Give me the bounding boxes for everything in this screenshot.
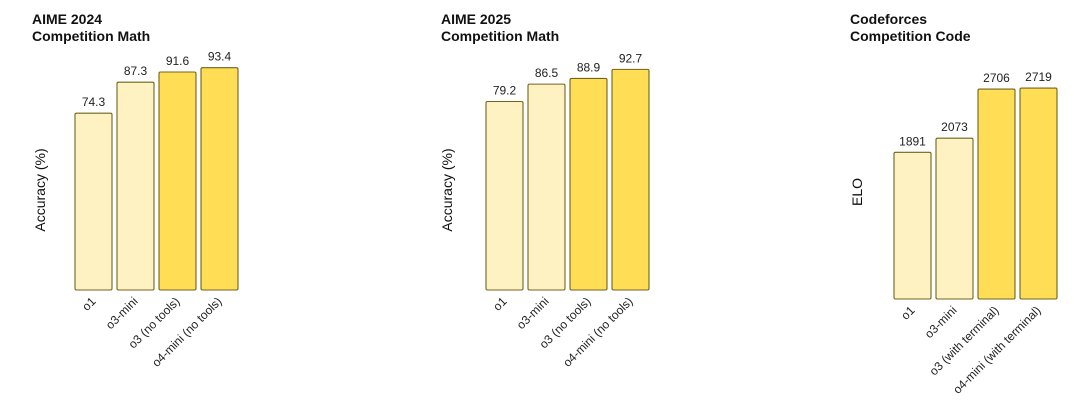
bar — [527, 83, 566, 291]
data-label: 87.3 — [124, 64, 148, 78]
bar — [935, 137, 974, 300]
bar — [116, 81, 155, 291]
data-label: 91.6 — [166, 54, 190, 68]
chart-title-block: AIME 2024 Competition Math — [32, 11, 150, 45]
data-label: 1891 — [899, 134, 926, 148]
chart-title-block: AIME 2025 Competition Math — [441, 11, 559, 45]
bar — [569, 77, 608, 291]
bar — [485, 100, 524, 291]
data-label: 2073 — [941, 120, 968, 134]
x-tick-label: o3-mini — [922, 303, 960, 341]
y-axis-label: Accuracy (%) — [439, 148, 455, 231]
data-label: 86.5 — [535, 66, 559, 80]
x-tick-label: o3-mini — [514, 294, 552, 332]
data-label: 88.9 — [577, 60, 601, 74]
chart-title: Codeforces — [850, 11, 928, 27]
data-label: 74.3 — [82, 95, 106, 109]
data-label: 2706 — [983, 71, 1010, 85]
chart-panel-aime-2025: AIME 2025 Competition Math Accuracy (%) 7… — [360, 0, 720, 419]
chart-subtitle: Competition Math — [32, 28, 151, 44]
bar — [1019, 87, 1058, 300]
x-tick-label: o3-mini — [103, 294, 141, 332]
x-tick-label: o1 — [490, 294, 510, 314]
bar — [74, 112, 113, 291]
bar — [611, 68, 650, 291]
chart-subtitle: Competition Math — [441, 28, 560, 44]
y-axis-label: ELO — [849, 178, 865, 206]
chart-panel-aime-2024: AIME 2024 Competition Math Accuracy (%) 7… — [0, 0, 360, 419]
x-tick-label: o1 — [898, 303, 918, 323]
data-label: 93.4 — [208, 50, 232, 64]
data-label: 92.7 — [619, 51, 643, 65]
chart-panel-codeforces: Codeforces Competition Code ELO 1891 o1 207… — [720, 0, 1080, 419]
x-tick-label: o1 — [79, 294, 99, 314]
chart-title: AIME 2024 — [32, 11, 103, 27]
chart-subtitle: Competition Code — [850, 28, 971, 44]
chart-title-block: Codeforces Competition Code — [850, 11, 971, 45]
bar — [158, 71, 197, 291]
data-label: 79.2 — [493, 84, 517, 98]
data-label: 2719 — [1025, 70, 1052, 84]
bar — [200, 67, 239, 291]
y-axis-label: Accuracy (%) — [32, 148, 48, 231]
chart-title: AIME 2025 — [441, 11, 512, 27]
bar — [977, 88, 1016, 300]
bar — [893, 151, 932, 300]
